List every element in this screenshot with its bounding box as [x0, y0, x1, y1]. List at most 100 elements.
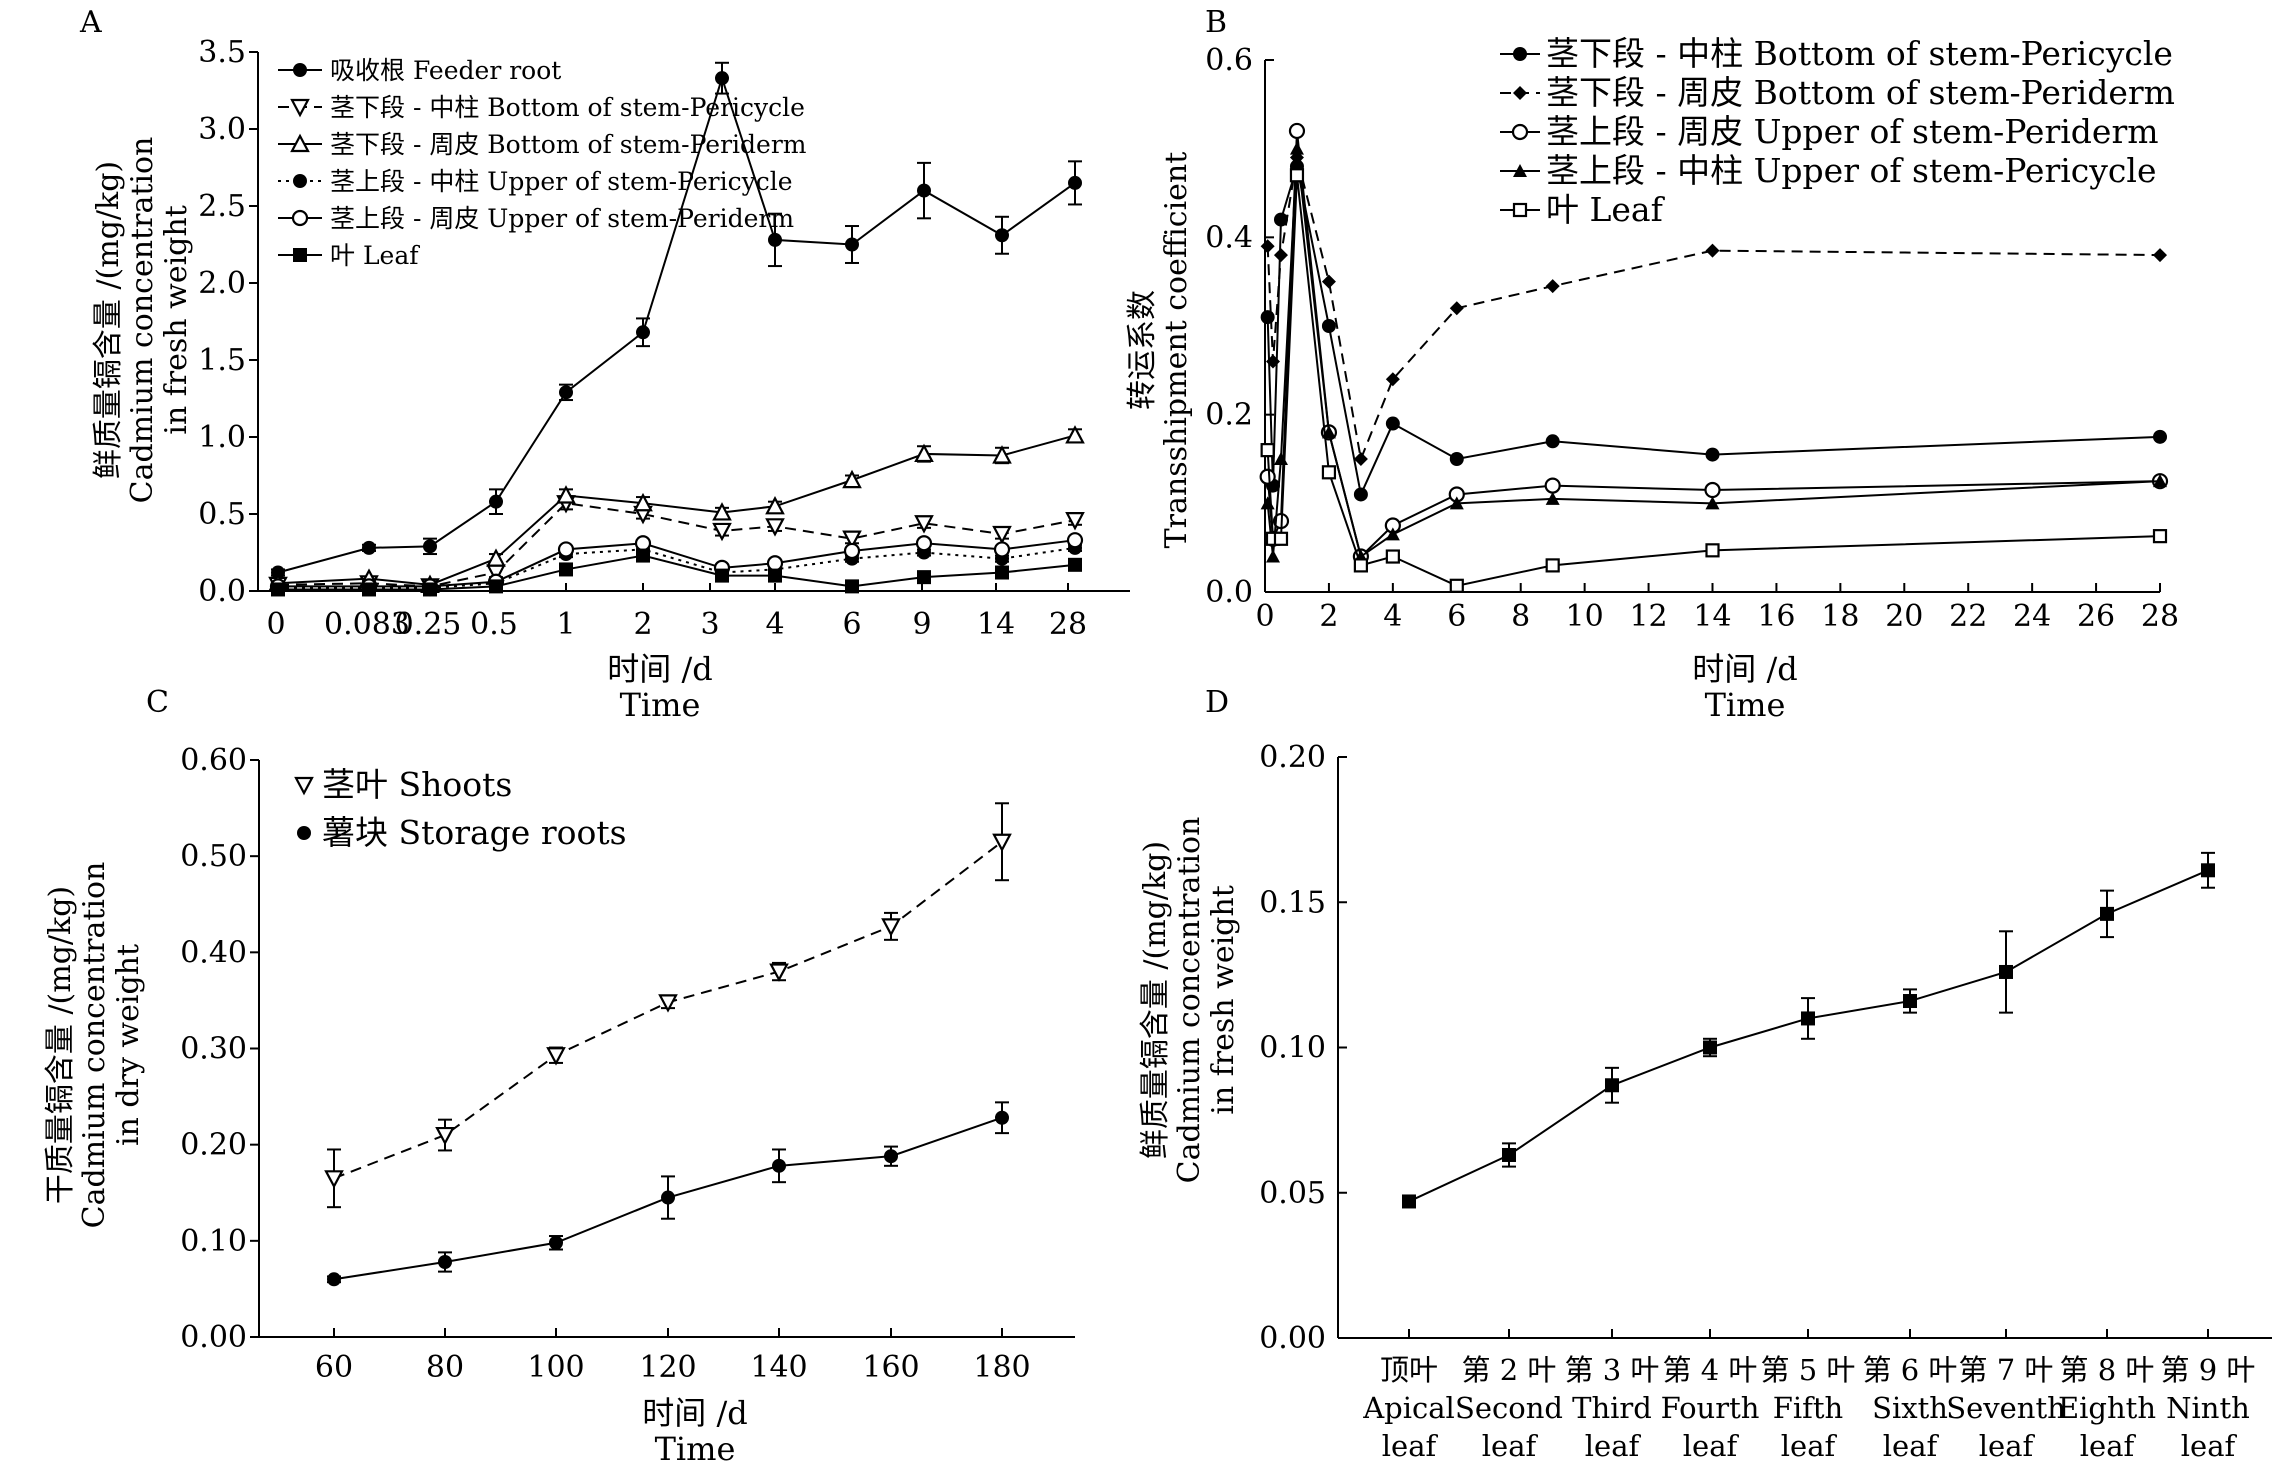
legend-label: 茎叶 Shoots — [322, 765, 512, 804]
x-tick-label: 18 — [1821, 599, 1859, 634]
series-c-1 — [327, 1101, 1009, 1287]
legend-label: 茎上段 - 周皮 Upper of stem-Periderm — [1546, 112, 2159, 151]
data-point — [2100, 906, 2114, 921]
series-line — [277, 434, 1076, 586]
data-point — [1385, 416, 1400, 431]
data-point — [1449, 496, 1464, 510]
data-point — [1705, 243, 1720, 258]
data-point — [842, 530, 862, 549]
x-tick-label: 4 — [1383, 599, 1402, 634]
y-tick-label: 0.0 — [1205, 575, 1253, 610]
data-point — [843, 542, 861, 560]
legend-label: 茎下段 - 周皮 Bottom of stem-Periderm — [1546, 73, 2175, 112]
x-category-label: leaf — [1781, 1429, 1838, 1463]
y-axis-title: 转运系数Transshipment coefficient — [1125, 152, 1194, 549]
data-point — [636, 325, 650, 340]
data-point — [271, 582, 285, 597]
x-category-label: leaf — [1683, 1429, 1740, 1463]
y-axis-title-line: 鲜质量镉含量 /(mg/kg) — [1138, 841, 1173, 1159]
series-line — [277, 74, 1076, 574]
data-point — [715, 568, 729, 583]
x-category-label: Eighth — [2058, 1391, 2156, 1425]
x-tick-label: 0 — [266, 607, 285, 642]
data-point — [1288, 122, 1306, 140]
panel-b: 0.00.20.40.60 2 4 6 8 10 12 14 16 18 20 22 24 26 28茎下段… — [1125, 34, 2179, 724]
panel-letter-d: D — [1205, 685, 1229, 720]
x-category-label: leaf — [1482, 1429, 1539, 1463]
x-category-label: 第 2 叶 — [1462, 1353, 1557, 1387]
data-point — [486, 548, 506, 567]
y-tick-label: 3.0 — [198, 112, 246, 147]
data-point — [993, 541, 1011, 558]
y-axis-title-line: in fresh weight — [1206, 885, 1241, 1115]
x-tick-label: 0.5 — [470, 607, 518, 642]
x-tick-label: 180 — [973, 1350, 1030, 1385]
x-axis-title-en: Time — [620, 686, 701, 724]
data-point — [1065, 425, 1085, 444]
data-point — [1260, 239, 1275, 254]
panel-d: 0.00 0.05 0.10 0.15 0.20 顶叶 Apical leaf 第 2 叶 Sec… — [1138, 740, 2272, 1463]
x-tick-label: 14 — [977, 607, 1015, 642]
legend-label: 茎下段 - 中柱 Bottom of stem-Pericycle — [330, 93, 805, 122]
x-category-label: leaf — [1979, 1429, 2036, 1463]
data-point — [1068, 557, 1082, 572]
data-point — [1545, 279, 1560, 294]
y-tick-label: 0.2 — [1205, 398, 1253, 433]
data-point — [438, 1254, 452, 1269]
data-point — [1273, 212, 1288, 227]
data-point — [766, 555, 784, 572]
y-axis-title-line: 鲜质量镉含量 /(mg/kg) — [91, 161, 126, 479]
data-point — [1265, 549, 1280, 563]
data-point — [557, 541, 575, 558]
data-point — [1705, 496, 1720, 510]
series-b-3 — [1260, 141, 2167, 563]
legend-label: 叶 Leaf — [1546, 190, 1666, 229]
data-point — [845, 237, 859, 252]
y-tick-label: 1.5 — [198, 343, 246, 378]
y-tick-label: 0.60 — [180, 743, 247, 778]
data-point — [362, 540, 376, 555]
x-tick-label: 28 — [1049, 607, 1087, 642]
x-category-label: leaf — [2181, 1429, 2238, 1463]
legend-label: 茎下段 - 周皮 Bottom of stem-Periderm — [330, 130, 807, 159]
data-point — [271, 565, 285, 580]
data-point — [1705, 447, 1720, 462]
x-tick-label: 60 — [315, 1350, 353, 1385]
x-category-label: Second — [1455, 1391, 1563, 1425]
data-point — [549, 1235, 563, 1250]
data-point — [633, 492, 653, 512]
x-axis-title-en: Time — [655, 1430, 736, 1467]
x-axis-title-cn: 时间 /d — [642, 1394, 747, 1432]
data-point — [845, 579, 859, 594]
data-point — [1999, 964, 2013, 979]
legend-marker — [290, 98, 310, 118]
x-category-label: 第 8 叶 — [2060, 1353, 2155, 1387]
y-axis-title-line: Transshipment coefficient — [1159, 152, 1194, 549]
series-line — [1266, 166, 2161, 498]
data-point — [2153, 248, 2167, 263]
y-tick-label: 0.0 — [198, 574, 246, 609]
y-axis-title-line: 转运系数 — [1125, 290, 1160, 410]
series-a-2 — [268, 425, 1085, 593]
data-point — [995, 1110, 1009, 1125]
data-point — [765, 495, 785, 515]
x-tick-label: 16 — [1757, 599, 1795, 634]
x-category-label: Fifth — [1773, 1391, 1843, 1425]
data-point — [1903, 994, 1917, 1009]
data-point — [559, 385, 573, 400]
y-tick-label: 0.6 — [1205, 43, 1253, 78]
data-point — [2153, 474, 2167, 488]
data-point — [1273, 248, 1288, 263]
data-point — [842, 469, 862, 489]
x-tick-label: 20 — [1885, 599, 1923, 634]
x-category-label: 第 5 叶 — [1761, 1353, 1856, 1387]
x-tick-label: 2 — [1319, 599, 1338, 634]
y-axis-title-line: in fresh weight — [159, 205, 194, 435]
data-point — [1705, 543, 1720, 558]
y-tick-label: 0.30 — [180, 1032, 247, 1067]
data-point — [1260, 443, 1275, 458]
data-point — [1259, 468, 1276, 485]
data-point — [1065, 512, 1085, 531]
data-point — [1385, 549, 1400, 564]
